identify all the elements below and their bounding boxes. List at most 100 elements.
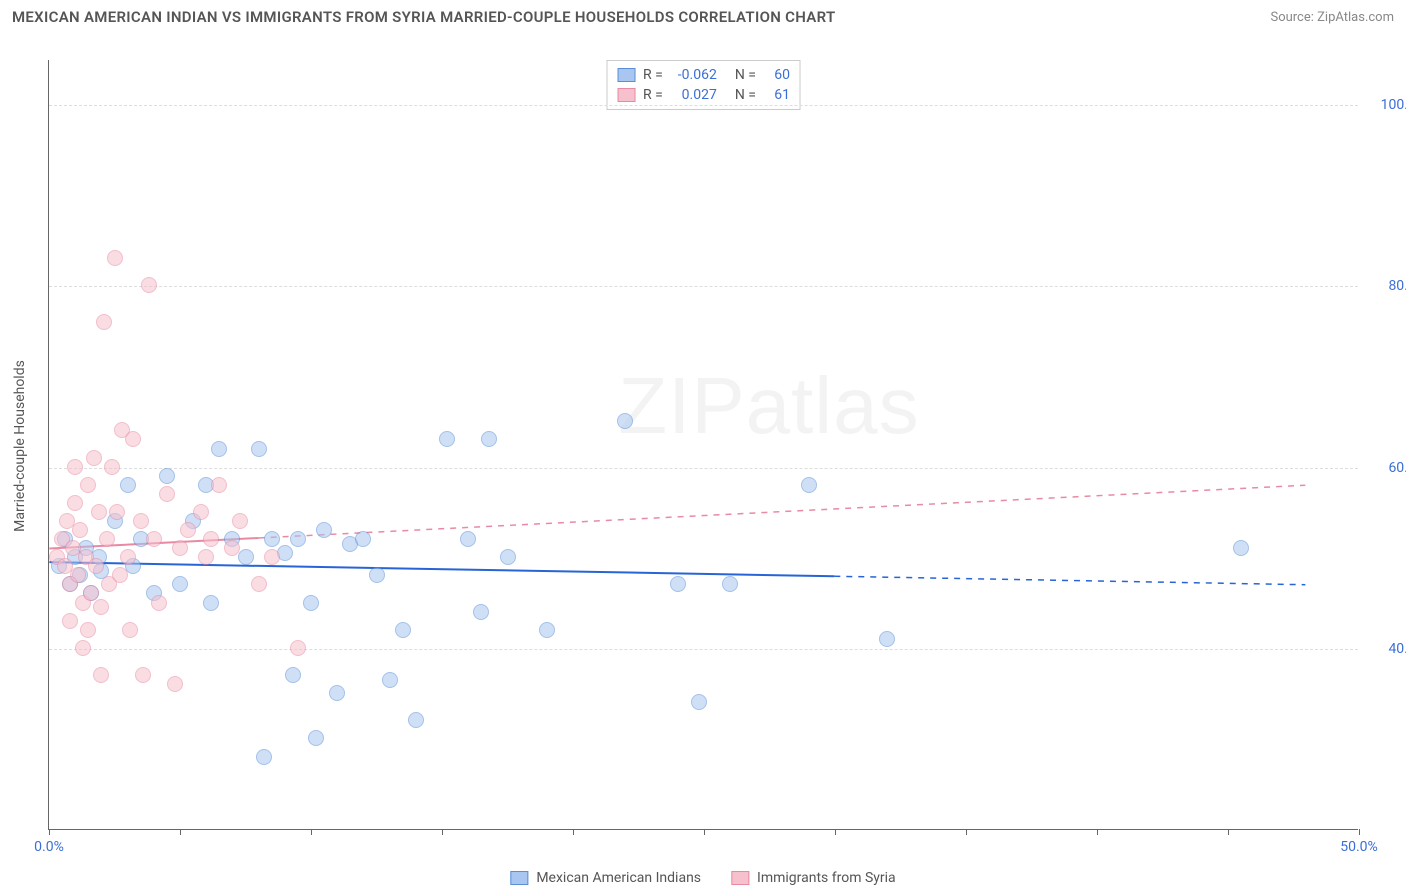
scatter-point bbox=[211, 477, 227, 493]
trendline-solid bbox=[49, 562, 834, 576]
legend-label: Mexican American Indians bbox=[536, 870, 701, 886]
scatter-point bbox=[460, 531, 476, 547]
scatter-point bbox=[62, 613, 78, 629]
gridline-h bbox=[49, 468, 1358, 469]
stats-r-label: R = bbox=[643, 87, 663, 103]
gridline-h bbox=[49, 105, 1358, 106]
scatter-point bbox=[67, 459, 83, 475]
scatter-point bbox=[141, 277, 157, 293]
y-tick-label: 100.0% bbox=[1366, 97, 1406, 113]
scatter-point bbox=[879, 631, 895, 647]
legend-item: Immigrants from Syria bbox=[731, 870, 896, 886]
y-tick-label: 80.0% bbox=[1366, 278, 1406, 294]
chart-title: MEXICAN AMERICAN INDIAN VS IMMIGRANTS FR… bbox=[12, 8, 836, 26]
x-tick bbox=[49, 829, 50, 835]
scatter-point bbox=[120, 549, 136, 565]
x-tick bbox=[835, 829, 836, 835]
scatter-point bbox=[86, 450, 102, 466]
scatter-point bbox=[172, 576, 188, 592]
legend-item: Mexican American Indians bbox=[510, 870, 701, 886]
x-tick bbox=[1359, 829, 1360, 835]
trendline-dashed bbox=[259, 485, 1306, 538]
bottom-legend: Mexican American Indians Immigrants from … bbox=[510, 870, 895, 886]
stats-r-value: 0.027 bbox=[671, 87, 717, 103]
scatter-point bbox=[120, 477, 136, 493]
scatter-point bbox=[167, 676, 183, 692]
scatter-point bbox=[203, 595, 219, 611]
scatter-point bbox=[198, 549, 214, 565]
scatter-point bbox=[382, 672, 398, 688]
scatter-point bbox=[256, 749, 272, 765]
scatter-point bbox=[264, 531, 280, 547]
scatter-point bbox=[232, 513, 248, 529]
stats-r-label: R = bbox=[643, 67, 663, 83]
x-tick bbox=[311, 829, 312, 835]
scatter-point bbox=[172, 540, 188, 556]
scatter-point bbox=[264, 549, 280, 565]
scatter-point bbox=[70, 567, 86, 583]
stats-n-value: 60 bbox=[764, 67, 790, 83]
gridline-h bbox=[49, 286, 1358, 287]
source-prefix: Source: bbox=[1270, 10, 1317, 25]
scatter-point bbox=[539, 622, 555, 638]
scatter-point bbox=[1233, 540, 1249, 556]
scatter-point bbox=[80, 477, 96, 493]
scatter-point bbox=[722, 576, 738, 592]
scatter-point bbox=[125, 431, 141, 447]
scatter-point bbox=[193, 504, 209, 520]
scatter-point bbox=[316, 522, 332, 538]
scatter-point bbox=[75, 640, 91, 656]
scatter-point bbox=[251, 576, 267, 592]
scatter-point bbox=[104, 459, 120, 475]
x-tick-label: 50.0% bbox=[1340, 839, 1378, 855]
scatter-point bbox=[251, 441, 267, 457]
scatter-point bbox=[473, 604, 489, 620]
chart-plot-area: ZIPatlas R =-0.062N =60R =0.027N =61 40.… bbox=[48, 60, 1358, 830]
scatter-point bbox=[135, 667, 151, 683]
scatter-point bbox=[290, 640, 306, 656]
stats-n-label: N = bbox=[735, 87, 756, 103]
scatter-point bbox=[146, 531, 162, 547]
scatter-point bbox=[80, 622, 96, 638]
scatter-point bbox=[290, 531, 306, 547]
scatter-point bbox=[355, 531, 371, 547]
scatter-point bbox=[203, 531, 219, 547]
y-tick-label: 40.0% bbox=[1366, 641, 1406, 657]
scatter-point bbox=[93, 599, 109, 615]
stats-swatch bbox=[617, 88, 635, 102]
stats-n-value: 61 bbox=[764, 87, 790, 103]
y-tick-label: 60.0% bbox=[1366, 460, 1406, 476]
y-axis-title: Married-couple Households bbox=[12, 360, 28, 532]
scatter-point bbox=[500, 549, 516, 565]
scatter-point bbox=[285, 667, 301, 683]
scatter-point bbox=[159, 486, 175, 502]
trendlines-svg bbox=[49, 60, 1358, 829]
legend-label: Immigrants from Syria bbox=[757, 870, 896, 886]
scatter-point bbox=[67, 495, 83, 511]
stats-row: R =-0.062N =60 bbox=[617, 65, 790, 85]
x-tick bbox=[966, 829, 967, 835]
scatter-point bbox=[308, 730, 324, 746]
x-tick bbox=[1228, 829, 1229, 835]
scatter-point bbox=[93, 667, 109, 683]
gridline-h bbox=[49, 649, 1358, 650]
x-tick-label: 0.0% bbox=[34, 839, 64, 855]
scatter-point bbox=[133, 513, 149, 529]
source-name: ZipAtlas.com bbox=[1317, 10, 1394, 25]
x-tick bbox=[442, 829, 443, 835]
x-tick bbox=[180, 829, 181, 835]
stats-n-label: N = bbox=[735, 67, 756, 83]
scatter-point bbox=[211, 441, 227, 457]
scatter-point bbox=[96, 314, 112, 330]
scatter-point bbox=[670, 576, 686, 592]
scatter-point bbox=[122, 622, 138, 638]
stats-row: R = 0.027 N = 61 bbox=[617, 85, 790, 105]
source-label: Source: ZipAtlas.com bbox=[1270, 10, 1394, 25]
trendline-dashed bbox=[834, 576, 1305, 584]
x-tick bbox=[1097, 829, 1098, 835]
scatter-point bbox=[224, 540, 240, 556]
legend-swatch bbox=[510, 871, 528, 885]
stats-swatch bbox=[617, 68, 635, 82]
scatter-point bbox=[159, 468, 175, 484]
scatter-point bbox=[439, 431, 455, 447]
